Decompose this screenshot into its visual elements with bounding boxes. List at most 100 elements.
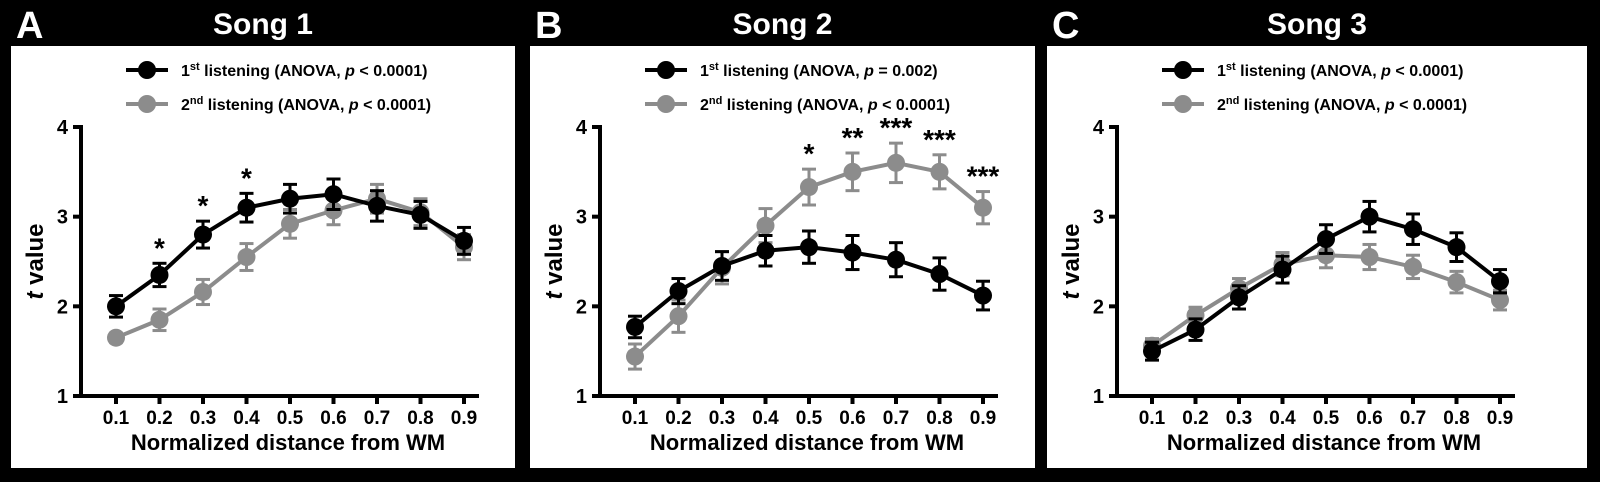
legend-label-part: nd (1226, 95, 1239, 107)
x-tick-label: 0.4 (752, 408, 779, 429)
data-point (1186, 320, 1205, 339)
data-point (756, 216, 775, 235)
data-point (107, 328, 125, 347)
x-tick-label: 0.7 (364, 408, 390, 429)
legend-label-part: < 0.0001) (878, 97, 951, 114)
significance-marker: ** (842, 122, 864, 153)
y-axis-label-rest: value (541, 223, 568, 291)
data-point (1360, 248, 1379, 267)
legend-swatch-marker (657, 95, 675, 113)
data-point (281, 214, 299, 233)
panel-letter: A (16, 5, 43, 47)
panel-title: Song 3 (1267, 8, 1367, 41)
data-point (887, 250, 905, 269)
y-tick-label: 4 (576, 117, 588, 139)
x-tick-label: 0.2 (665, 408, 691, 429)
series-1 (626, 229, 992, 340)
x-tick-label: 0.5 (796, 408, 823, 429)
legend-label-part: 1 (1217, 63, 1226, 80)
legend-label: 2nd listening (ANOVA, p < 0.0001) (700, 95, 950, 114)
panel-letter: C (1052, 5, 1079, 47)
legend-label-part: 2 (181, 97, 190, 114)
legend-label-part: < 0.0001) (359, 97, 432, 114)
significance-marker: * (241, 162, 252, 193)
x-tick-label: 0.9 (451, 408, 477, 429)
y-tick-label: 1 (1093, 386, 1104, 408)
significance-marker: *** (967, 161, 1000, 192)
data-point (1273, 260, 1292, 279)
legend-swatch-marker (1174, 61, 1192, 79)
x-tick-label: 0.1 (622, 408, 649, 429)
y-tick-label: 3 (57, 207, 68, 229)
legend-label-part: p (863, 63, 874, 80)
panel-letter: B (535, 5, 562, 47)
x-tick-label: 0.6 (320, 408, 346, 429)
legend-label-part: listening (ANOVA, (200, 63, 345, 80)
legend-label-part: st (1226, 61, 1236, 73)
data-point (669, 307, 688, 326)
x-axis-label: Normalized distance from WM (131, 430, 445, 455)
x-tick-label: 0.1 (1139, 408, 1166, 429)
data-point (930, 265, 949, 284)
y-axis-label-italic: t (541, 291, 568, 300)
panel-b: B Song 2 1 2 3 4 t value 0.1 0.2 0.3 0.4 0.5 0.6 0.7 0… (530, 5, 1035, 468)
data-point (1317, 230, 1335, 249)
y-axis-label-italic: t (1058, 291, 1085, 300)
data-point (800, 178, 818, 197)
data-point (1317, 246, 1335, 265)
legend-label: 2nd listening (ANOVA, p < 0.0001) (181, 95, 431, 114)
data-point (800, 238, 818, 257)
data-point (194, 282, 212, 301)
data-point (930, 162, 949, 181)
y-axis-label: t value (541, 223, 568, 299)
x-axis-label: Normalized distance from WM (1167, 430, 1481, 455)
legend-label-part: 2 (700, 97, 709, 114)
legend-label-part: p (348, 97, 359, 114)
x-tick-label: 0.8 (407, 408, 433, 429)
legend-swatch-marker (1174, 95, 1192, 113)
data-point (150, 310, 169, 329)
y-axis-label: t value (1058, 223, 1085, 299)
legend-label-part: 2 (1217, 97, 1226, 114)
significance-marker: *** (923, 124, 956, 155)
x-tick-label: 0.6 (839, 408, 865, 429)
data-point (843, 162, 862, 181)
y-tick-label: 4 (57, 117, 69, 139)
panel-title: Song 1 (213, 8, 313, 41)
legend-label-part: 1 (700, 63, 709, 80)
x-tick-label: 0.2 (146, 408, 172, 429)
legend-label-part: listening (ANOVA, (719, 63, 864, 80)
x-tick-label: 0.7 (883, 408, 909, 429)
data-point (1143, 342, 1161, 361)
data-point (237, 248, 256, 267)
legend-label-part: listening (ANOVA, (1236, 63, 1381, 80)
y-tick-label: 4 (1093, 117, 1105, 139)
x-tick-label: 0.5 (277, 408, 304, 429)
panel-title: Song 2 (732, 8, 832, 41)
x-tick-label: 0.9 (970, 408, 996, 429)
x-tick-label: 0.3 (1226, 408, 1252, 429)
x-tick-label: 0.3 (190, 408, 216, 429)
data-point (1491, 272, 1509, 291)
legend-swatch-marker (138, 95, 156, 113)
y-tick-label: 2 (57, 296, 68, 318)
x-tick-label: 0.7 (1400, 408, 1426, 429)
data-point (281, 189, 299, 208)
data-point (713, 256, 731, 275)
x-tick-label: 0.8 (1443, 408, 1469, 429)
legend-label: 1st listening (ANOVA, p < 0.0001) (1217, 61, 1463, 80)
series-1 (107, 177, 473, 319)
series-1 (1143, 199, 1509, 362)
panel-c: C Song 3 1 2 3 4 t value 0.1 0.2 0.3 0.4 0.5 0.6 0.7 0… (1047, 5, 1587, 468)
data-point (843, 243, 862, 262)
data-point (1404, 220, 1422, 239)
legend-label-part: nd (709, 95, 722, 107)
legend-label-part: < 0.0001) (1395, 97, 1468, 114)
data-point (455, 231, 473, 250)
x-tick-label: 0.4 (233, 408, 260, 429)
data-point (669, 282, 688, 301)
panel-a: A Song 1 1 2 3 4 t value 0.1 0.2 0.3 0.4 0.5 0.6 0.7 0… (11, 5, 515, 468)
y-tick-label: 2 (1093, 296, 1104, 318)
data-point (368, 196, 386, 215)
